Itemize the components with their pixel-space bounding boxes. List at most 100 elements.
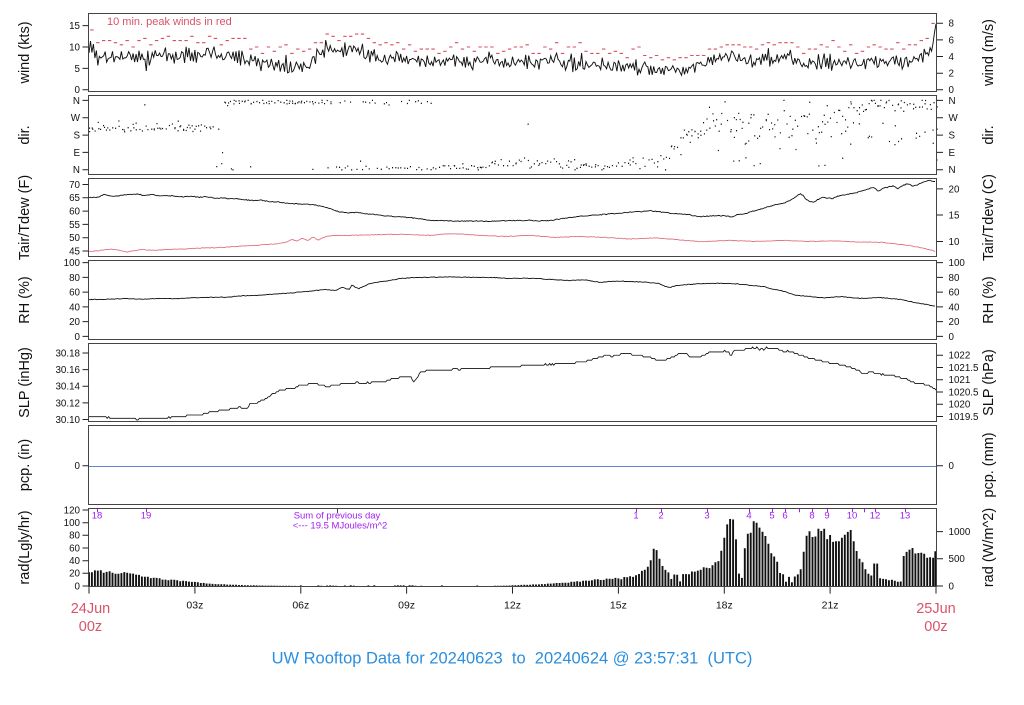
svg-text:4: 4 (949, 52, 955, 63)
svg-text:80: 80 (69, 531, 80, 542)
svg-text:SLP (inHg): SLP (inHg) (17, 347, 33, 418)
svg-text:13: 13 (900, 511, 911, 522)
svg-text:1000: 1000 (949, 527, 971, 538)
svg-text:55: 55 (69, 220, 80, 231)
svg-text:<--- 19.5 MJoules/m^2: <--- 19.5 MJoules/m^2 (293, 521, 387, 532)
svg-text:W: W (949, 113, 959, 124)
svg-text:1020: 1020 (949, 400, 971, 411)
svg-text:00z: 00z (79, 619, 102, 635)
svg-text:45: 45 (69, 246, 80, 257)
svg-text:15: 15 (69, 21, 80, 32)
svg-text:8: 8 (809, 511, 814, 522)
svg-text:500: 500 (949, 554, 966, 565)
svg-text:30.12: 30.12 (55, 398, 80, 409)
svg-text:0: 0 (949, 332, 955, 343)
svg-text:09z: 09z (398, 600, 415, 612)
svg-text:50: 50 (69, 233, 80, 244)
svg-text:rad(Lgly/hr): rad(Lgly/hr) (17, 510, 33, 584)
svg-text:dir.: dir. (17, 125, 33, 144)
svg-text:8: 8 (949, 19, 955, 30)
svg-text:E: E (949, 148, 956, 159)
svg-text:pcp. (mm): pcp. (mm) (981, 432, 997, 497)
svg-text:80: 80 (69, 273, 80, 284)
svg-text:pcp. (in): pcp. (in) (17, 439, 33, 491)
svg-text:70: 70 (69, 180, 80, 191)
svg-text:SLP (hPa): SLP (hPa) (981, 349, 997, 416)
svg-text:N: N (949, 165, 956, 176)
svg-text:03z: 03z (186, 600, 203, 612)
svg-text:18: 18 (92, 511, 103, 522)
svg-text:20: 20 (949, 184, 960, 195)
svg-text:80: 80 (949, 273, 960, 284)
svg-text:20: 20 (69, 317, 80, 328)
svg-text:0: 0 (75, 332, 81, 343)
svg-text:21z: 21z (822, 600, 839, 612)
svg-text:0: 0 (949, 85, 955, 96)
svg-text:2: 2 (949, 69, 954, 80)
svg-text:S: S (73, 131, 80, 142)
svg-text:0: 0 (949, 461, 955, 472)
svg-text:1: 1 (633, 511, 638, 522)
svg-text:10 min. peak winds in red: 10 min. peak winds in red (107, 16, 232, 28)
svg-text:N: N (73, 165, 80, 176)
svg-text:1021.5: 1021.5 (949, 363, 980, 374)
svg-text:wind (m/s): wind (m/s) (981, 19, 997, 87)
svg-text:S: S (949, 131, 956, 142)
svg-text:N: N (949, 96, 956, 107)
svg-text:30.16: 30.16 (55, 365, 80, 376)
svg-text:W: W (71, 113, 81, 124)
svg-text:RH (%): RH (%) (981, 276, 997, 324)
svg-text:1019.5: 1019.5 (949, 412, 980, 423)
svg-text:3: 3 (704, 511, 709, 522)
svg-text:0: 0 (75, 581, 81, 592)
svg-text:RH (%): RH (%) (17, 276, 33, 324)
svg-text:40: 40 (949, 302, 960, 313)
svg-text:1022: 1022 (949, 351, 971, 362)
svg-text:10: 10 (847, 511, 858, 522)
svg-text:100: 100 (949, 258, 966, 269)
svg-text:30.10: 30.10 (55, 415, 80, 426)
svg-text:00z: 00z (924, 619, 947, 635)
svg-text:20: 20 (69, 569, 80, 580)
svg-text:06z: 06z (292, 600, 309, 612)
svg-text:40: 40 (69, 556, 80, 567)
svg-text:30.18: 30.18 (55, 348, 80, 359)
svg-text:60: 60 (69, 288, 80, 299)
svg-text:4: 4 (746, 511, 751, 522)
svg-text:18z: 18z (716, 600, 733, 612)
svg-text:25Jun: 25Jun (916, 601, 956, 617)
svg-text:Sum of previous day: Sum of previous day (294, 511, 381, 522)
svg-text:E: E (73, 148, 80, 159)
svg-text:Tair/Tdew (C): Tair/Tdew (C) (981, 174, 997, 261)
svg-text:12z: 12z (504, 600, 521, 612)
svg-text:60: 60 (949, 288, 960, 299)
svg-text:wind (kts): wind (kts) (17, 21, 33, 84)
svg-text:dir.: dir. (981, 125, 997, 144)
svg-text:UW Rooftop Data for 20240623: UW Rooftop Data for 20240623 to 20240624… (272, 650, 753, 668)
svg-text:6: 6 (949, 35, 955, 46)
svg-text:60: 60 (69, 543, 80, 554)
svg-text:100: 100 (64, 258, 81, 269)
svg-text:10: 10 (949, 237, 960, 248)
svg-text:1020.5: 1020.5 (949, 387, 980, 398)
svg-text:60: 60 (69, 207, 80, 218)
svg-text:0: 0 (75, 85, 81, 96)
svg-text:40: 40 (69, 302, 80, 313)
svg-text:0: 0 (75, 461, 81, 472)
svg-text:24Jun: 24Jun (71, 601, 111, 617)
svg-text:5: 5 (75, 64, 81, 75)
svg-text:10: 10 (69, 42, 80, 53)
svg-text:12: 12 (870, 511, 881, 522)
svg-text:19: 19 (141, 511, 152, 522)
svg-text:1021: 1021 (949, 375, 971, 386)
svg-text:120: 120 (64, 505, 81, 516)
svg-text:20: 20 (949, 317, 960, 328)
svg-text:15z: 15z (610, 600, 627, 612)
svg-text:Tair/Tdew (F): Tair/Tdew (F) (17, 175, 33, 260)
svg-text:100: 100 (64, 518, 81, 529)
svg-text:65: 65 (69, 193, 80, 204)
svg-text:0: 0 (949, 581, 955, 592)
svg-text:rad (W/m^2): rad (W/m^2) (981, 508, 997, 587)
svg-text:N: N (73, 96, 80, 107)
svg-text:2: 2 (658, 511, 663, 522)
